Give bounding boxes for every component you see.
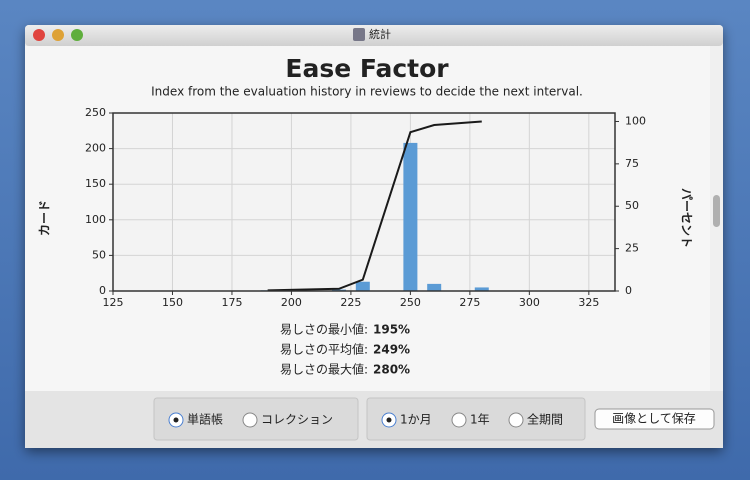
- y-tick-label: 0: [99, 284, 106, 297]
- title-bar: [25, 25, 723, 46]
- scroll-thumb[interactable]: [713, 195, 720, 227]
- plot-frame: [112, 112, 616, 292]
- zoom-button[interactable]: [71, 29, 83, 41]
- x-tick-label: 175: [221, 296, 242, 309]
- stats: 易しさの最小値: 195% 易しさの平均値: 249% 易しさの最大値: 280%: [280, 322, 410, 377]
- stat-label: 易しさの最小値:: [280, 322, 368, 337]
- radio-label[interactable]: 1年: [470, 413, 490, 427]
- chart-title: Ease Factor: [285, 54, 449, 83]
- y2-tick-label: 75: [625, 157, 639, 170]
- y2-tick-label: 100: [625, 114, 646, 127]
- x-tick-label: 125: [103, 296, 124, 309]
- y2-tick-label: 25: [625, 242, 639, 255]
- x-tick-label: 325: [578, 296, 599, 309]
- radio-label[interactable]: 1か月: [400, 413, 432, 427]
- x-tick-label: 275: [459, 296, 480, 309]
- radios: 単語帳 コレクション 1か月 1年 全期間: [168, 412, 563, 428]
- y2-tick-label: 0: [625, 284, 632, 297]
- save-button[interactable]: [594, 408, 715, 430]
- window-title: 統計: [369, 27, 391, 41]
- radio-label[interactable]: 全期間: [527, 412, 563, 427]
- minimize-button[interactable]: [52, 29, 64, 41]
- stat-value: 249%: [373, 343, 410, 357]
- x-tick-label: 225: [340, 296, 361, 309]
- chart-subtitle: Index from the evaluation history in rev…: [151, 85, 583, 99]
- y-axis-label: カード: [38, 200, 52, 236]
- radio-label[interactable]: コレクション: [261, 413, 333, 427]
- x-tick-label: 300: [519, 296, 540, 309]
- y-tick-label: 50: [92, 248, 106, 261]
- stat-value: 195%: [373, 323, 410, 337]
- radio-dot: [173, 417, 179, 423]
- y-tick-label: 150: [85, 177, 106, 190]
- close-button[interactable]: [33, 29, 45, 41]
- bar: [427, 283, 442, 291]
- x-tick-label: 200: [281, 296, 302, 309]
- plot-area: [113, 113, 615, 291]
- radio-button[interactable]: [242, 412, 258, 428]
- save-button-label: 画像として保存: [612, 412, 696, 426]
- radio-label[interactable]: 単語帳: [187, 412, 223, 427]
- period-group: [366, 397, 586, 441]
- x-tick-label: 150: [162, 296, 183, 309]
- app-icon: [353, 28, 365, 41]
- bar: [474, 287, 489, 291]
- line: [267, 120, 482, 292]
- stat-value: 280%: [373, 363, 410, 377]
- bar: [355, 281, 370, 291]
- y2-axis-label: パーセント: [680, 188, 694, 248]
- y-tick-label: 100: [85, 213, 106, 226]
- stat-label: 易しさの平均値:: [280, 342, 368, 357]
- bar: [403, 142, 418, 291]
- radio-button[interactable]: [508, 412, 524, 428]
- y-tick-label: 250: [85, 106, 106, 119]
- radio-dot: [386, 417, 392, 423]
- y-tick-label: 200: [85, 142, 106, 155]
- stat-label: 易しさの最大値:: [280, 362, 368, 377]
- y2-tick-label: 50: [625, 199, 639, 212]
- radio-button[interactable]: [451, 412, 467, 428]
- x-tick-label: 250: [400, 296, 421, 309]
